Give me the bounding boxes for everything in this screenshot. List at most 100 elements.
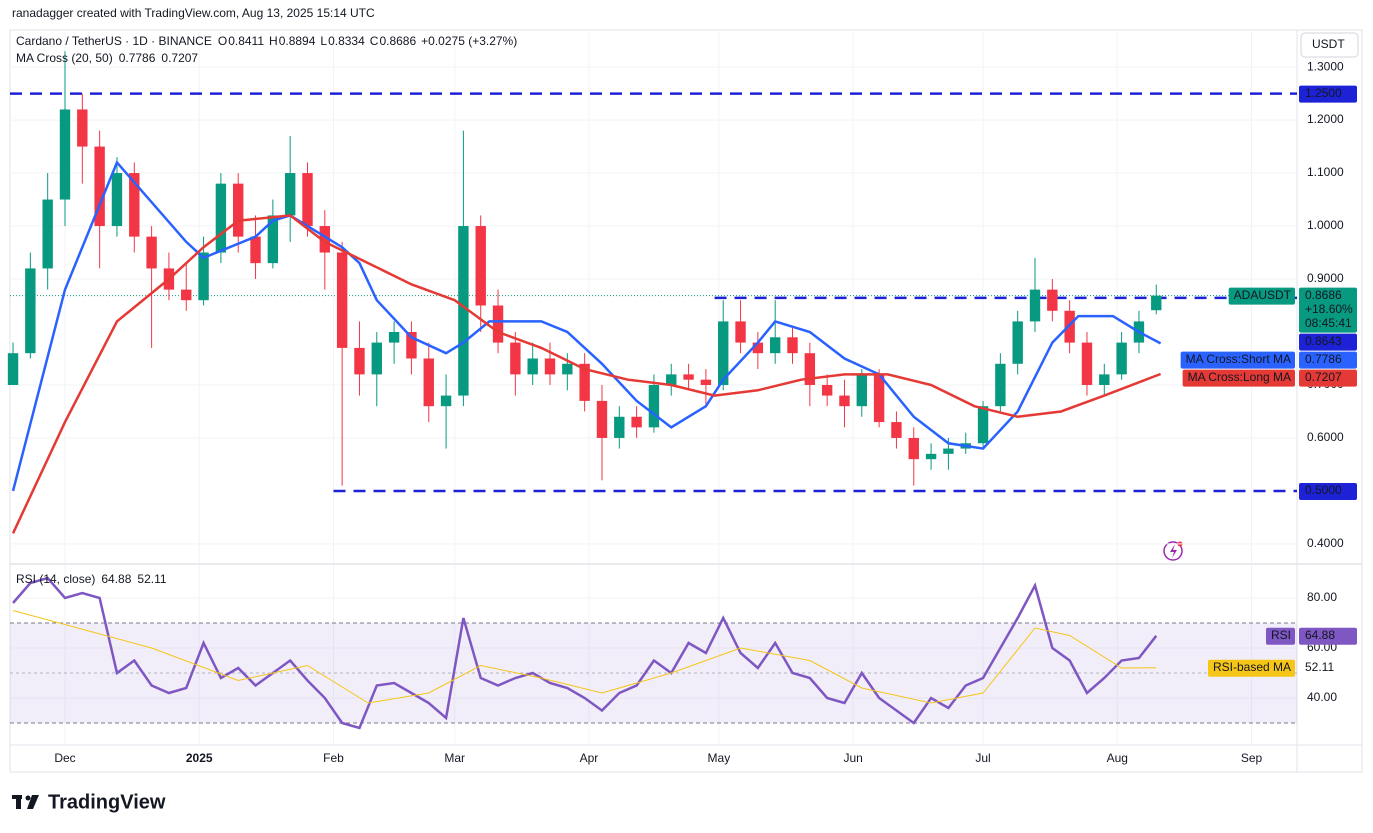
price-tag-text: 52.11: [1305, 660, 1334, 674]
legend-text: 0.8334: [328, 34, 365, 48]
candle-body: [752, 342, 764, 354]
candle-body: [336, 252, 348, 348]
candle-body: [198, 252, 209, 301]
brand-logo: [12, 795, 39, 809]
y-tick-label: 0.6000: [1307, 430, 1344, 444]
price-tag: [1299, 627, 1357, 645]
candle-body: [267, 215, 279, 264]
y-tick-label: 0.9000: [1307, 271, 1344, 285]
legend-text: RSI (14, close): [16, 572, 95, 586]
y-tick-label: 1.0000: [1307, 218, 1344, 232]
x-tick-label: 2025: [186, 751, 213, 765]
x-tick-label: Dec: [54, 751, 75, 765]
price-tag-text: 0.7207: [1305, 370, 1342, 384]
candle-body: [388, 331, 400, 343]
candle-body: [544, 358, 556, 375]
y-tick-label: 40.00: [1307, 690, 1337, 704]
candle-body: [111, 173, 123, 227]
tag-name: RSI-based MA: [1213, 660, 1291, 674]
tag-name: ADAUSDT: [1234, 288, 1292, 302]
candle-body: [59, 109, 71, 200]
y-tick-label: 80.00: [1307, 590, 1337, 604]
candle-body: [492, 305, 504, 343]
candle-body: [562, 363, 573, 375]
x-tick-label: Aug: [1107, 751, 1128, 765]
candle-body: [631, 416, 642, 428]
candle-body: [510, 342, 521, 375]
candle-body: [7, 353, 19, 385]
legend-text: O: [218, 34, 227, 48]
candle-body: [302, 173, 313, 227]
candle-body: [423, 358, 434, 407]
legend-text: 0.8686: [379, 34, 416, 48]
price-tag: [1299, 85, 1357, 103]
y-tick-label: 1.2000: [1307, 112, 1344, 126]
candle-body: [648, 384, 660, 428]
candle-body: [371, 342, 382, 375]
candle-body: [129, 173, 140, 237]
y-tick-label: 0.4000: [1307, 536, 1344, 550]
candle-body: [683, 374, 694, 380]
candle-body: [908, 437, 919, 460]
legend-text: 0.8411: [228, 34, 264, 48]
x-tick-label: Jun: [843, 751, 862, 765]
legend-text: L: [320, 34, 327, 48]
legend-text: 0.7786: [119, 51, 156, 65]
candle-body: [475, 226, 486, 306]
candle-body: [406, 331, 417, 359]
candle-body: [873, 374, 885, 423]
currency-button[interactable]: [1300, 32, 1359, 58]
line-series: [11, 160, 1162, 492]
candle-body: [284, 173, 296, 216]
candle-body: [579, 363, 590, 401]
price-tag-text: 0.7786: [1305, 352, 1342, 366]
price-tag-text: 0.8686: [1305, 288, 1342, 302]
candle-body: [215, 183, 227, 253]
candle-body: [1151, 295, 1162, 311]
candle-body: [839, 395, 850, 407]
price-tag: [1299, 333, 1357, 351]
tag-name-box: [1228, 287, 1295, 305]
currency: USDT: [1312, 37, 1345, 51]
candle-body: [42, 199, 53, 269]
candle-body: [804, 353, 816, 385]
candle-body: [856, 374, 867, 407]
candle-body: [319, 226, 331, 253]
legend-text: Cardano / TetherUS · 1D · BINANCE: [16, 34, 212, 48]
legend-text: C: [370, 34, 379, 48]
price-tag: [1299, 369, 1357, 387]
candle-body: [25, 268, 36, 354]
line-series: [11, 214, 1162, 534]
legend-text: 0.7207: [161, 51, 198, 65]
legend-text: 64.88: [101, 572, 131, 586]
candle-body: [458, 226, 469, 396]
x-tick-label: May: [708, 751, 731, 765]
y-tick-label: 1.1000: [1307, 165, 1344, 179]
price-tag-text: 0.8643: [1305, 334, 1342, 348]
price-tag: [1299, 351, 1357, 369]
price-tag: [1299, 482, 1357, 500]
candle-body: [995, 363, 1006, 407]
candle-body: [250, 236, 261, 264]
price-tag: [1299, 659, 1357, 677]
candle-body: [943, 448, 954, 454]
candle-body: [1047, 289, 1058, 311]
candle-body: [77, 109, 88, 147]
x-tick-label: Feb: [323, 751, 344, 765]
legend-text: 0.8894: [279, 34, 316, 48]
candle-body: [440, 395, 452, 407]
candle-body: [596, 400, 608, 438]
grid: [10, 30, 1297, 745]
candle-body: [94, 146, 105, 227]
candle-body: [1081, 342, 1093, 385]
price-tag-text: 08:45:41: [1305, 316, 1352, 330]
tag-name-box: [1265, 627, 1295, 645]
candle-body: [787, 337, 798, 354]
legend-text: H: [269, 34, 278, 48]
candle-body: [891, 422, 902, 438]
candle-body: [925, 453, 937, 460]
tag-name: MA Cross:Short MA: [1186, 352, 1291, 366]
price-tag-text: 64.88: [1305, 628, 1335, 642]
line-series: [12, 576, 1158, 730]
